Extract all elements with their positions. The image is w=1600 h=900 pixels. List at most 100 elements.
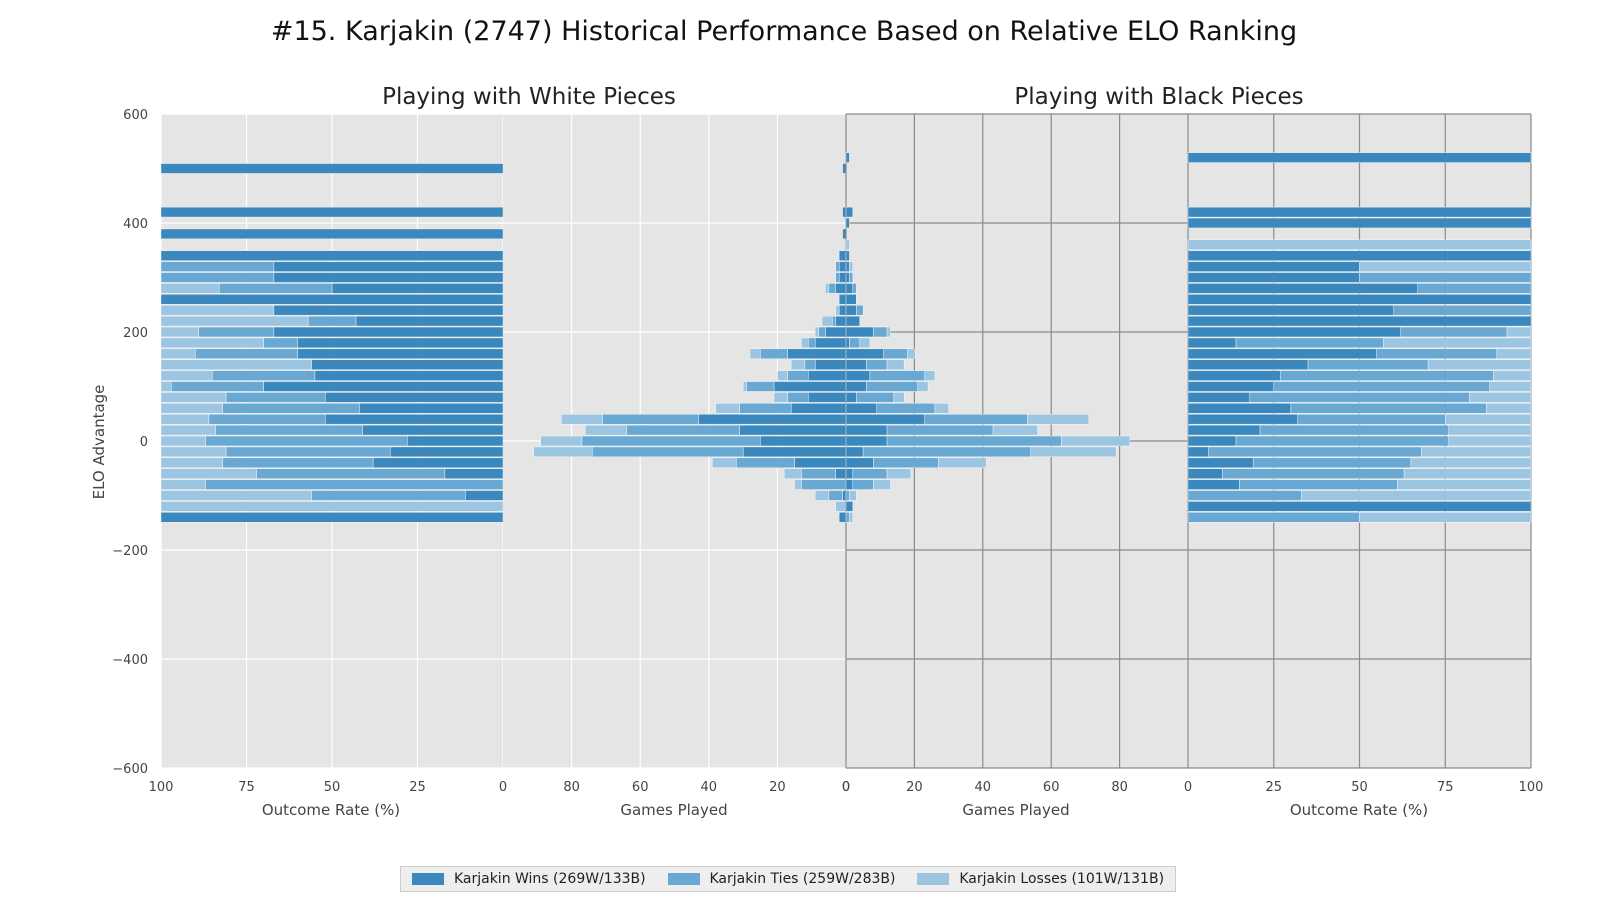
- legend: Karjakin Wins (269W/133B) Karjakin Ties …: [400, 866, 1176, 892]
- black_rate-loss-bar: [1506, 326, 1532, 338]
- white_rate-tie-bar: [222, 403, 360, 414]
- white_games-loss-bar: [790, 359, 806, 370]
- white_rate-win-bar: [273, 261, 504, 272]
- white_games-loss-bar: [835, 501, 847, 512]
- black_games-tie-bar: [856, 392, 895, 403]
- black_games-loss-bar: [886, 326, 891, 338]
- y-tick-label: −600: [112, 762, 148, 777]
- white_rate-tie-bar: [194, 348, 298, 359]
- black_games-win-bar: [845, 501, 854, 512]
- white_games-tie-bar: [835, 272, 840, 283]
- white_rate-loss-bar: [160, 479, 206, 490]
- black_rate-loss-bar: [1445, 414, 1532, 425]
- white_rate-tie-bar: [215, 424, 363, 436]
- black_games-loss-bar: [849, 512, 854, 523]
- white_rate-win-bar: [359, 403, 504, 414]
- black_games-win-bar: [845, 272, 850, 283]
- white_rate-tie-bar: [160, 261, 275, 272]
- white_rate-win-bar: [444, 468, 504, 479]
- black_games-x-tick-label: 20: [906, 780, 923, 795]
- black_games-tie-bar: [873, 326, 888, 338]
- white-panel-title: Playing with White Pieces: [382, 84, 676, 110]
- y-tick-label: 600: [123, 108, 148, 123]
- white_rate-loss-bar: [160, 414, 210, 425]
- black_rate-loss-bar: [1383, 337, 1532, 349]
- white_rate-win-bar: [273, 326, 504, 338]
- white_games-x-tick-label: 80: [563, 780, 580, 795]
- black_games-loss-bar: [886, 468, 912, 479]
- white_rate-loss-bar: [160, 315, 309, 327]
- legend-label-losses: Karjakin Losses (101W/131B): [959, 871, 1165, 887]
- black_games-tie-bar: [869, 370, 925, 381]
- black_rate-loss-bar: [1359, 512, 1532, 523]
- black_games-x-tick-label: 0: [842, 780, 850, 795]
- white_games-loss-bar: [801, 337, 809, 349]
- white_rate-loss-bar: [160, 457, 223, 468]
- black_games-loss-bar: [845, 239, 850, 250]
- black_games-loss-bar: [1027, 414, 1090, 425]
- white_games-loss-bar: [742, 381, 747, 392]
- black_games-win-bar: [845, 435, 888, 447]
- black_rate-tie-bar: [1222, 468, 1405, 479]
- black_rate-loss-bar: [1397, 479, 1532, 490]
- black_rate-loss-bar: [1187, 239, 1532, 250]
- white_rate-loss-bar: [160, 403, 223, 414]
- black_games-x-tick-label: 60: [1043, 780, 1060, 795]
- white_games-tie-bar: [760, 348, 788, 359]
- white_games-loss-bar: [794, 479, 802, 490]
- black_rate-tie-bar: [1252, 457, 1412, 468]
- white_games-x-tick-label: 0: [842, 780, 850, 795]
- black_rate-tie-bar: [1393, 305, 1532, 316]
- white_games-loss-bar: [749, 348, 761, 359]
- black-games-xlabel: Games Played: [962, 801, 1069, 819]
- white_rate-loss-bar: [160, 337, 264, 349]
- white_games-loss-bar: [561, 414, 603, 425]
- black_games-win-bar: [845, 206, 854, 218]
- black_games-win-bar: [845, 479, 854, 490]
- white_games-tie-bar: [602, 414, 699, 425]
- white_rate-tie-bar: [263, 337, 299, 349]
- white_games-tie-bar: [736, 457, 795, 468]
- black_games-tie-bar: [883, 348, 908, 359]
- white_rate-tie-bar: [225, 392, 326, 403]
- black_games-tie-bar: [866, 359, 888, 370]
- white_rate-loss-bar: [160, 501, 504, 512]
- white_games-win-bar: [825, 326, 847, 338]
- black_rate-win-bar: [1187, 337, 1237, 349]
- white_rate-win-bar: [160, 512, 504, 523]
- legend-swatch-losses: [917, 873, 950, 885]
- black_rate-win-bar: [1187, 305, 1395, 316]
- white_games-x-tick-label: 60: [632, 780, 649, 795]
- black_rate-tie-bar: [1307, 359, 1429, 370]
- black_rate-x-tick-label: 0: [1184, 780, 1192, 795]
- black_rate-x-tick-label: 50: [1351, 780, 1368, 795]
- black_rate-tie-bar: [1208, 446, 1422, 458]
- black_games-win-bar: [845, 250, 850, 261]
- black_games-win-bar: [845, 359, 867, 370]
- black_games-loss-bar: [907, 348, 915, 359]
- legend-swatch-wins: [411, 873, 444, 885]
- white_rate-tie-bar: [218, 283, 333, 294]
- white_rate-loss-bar: [160, 283, 220, 294]
- black_games-win-bar: [845, 414, 925, 425]
- white_games-win-bar: [838, 272, 847, 283]
- white_games-tie-bar: [746, 381, 775, 392]
- black_games-tie-bar: [852, 468, 888, 479]
- white_games-tie-bar: [832, 315, 836, 327]
- black_rate-tie-bar: [1400, 326, 1508, 338]
- white_rate-win-bar: [314, 370, 504, 381]
- black_games-x-tick-label: 80: [1111, 780, 1128, 795]
- black_rate-win-bar: [1187, 414, 1298, 425]
- black_rate-tie-bar: [1290, 403, 1487, 414]
- white_rate-tie-bar: [205, 435, 408, 447]
- black_rate-loss-bar: [1496, 348, 1532, 359]
- white_rate-win-bar: [372, 457, 504, 468]
- white_rate-win-bar: [331, 283, 504, 294]
- black_games-tie-bar: [852, 283, 857, 294]
- legend-label-ties: Karjakin Ties (259W/283B): [709, 871, 896, 887]
- black_games-win-bar: [845, 468, 854, 479]
- white_rate-win-bar: [389, 446, 504, 458]
- white_rate-win-bar: [297, 337, 504, 349]
- black_rate-win-bar: [1187, 294, 1532, 305]
- black_rate-win-bar: [1187, 501, 1532, 512]
